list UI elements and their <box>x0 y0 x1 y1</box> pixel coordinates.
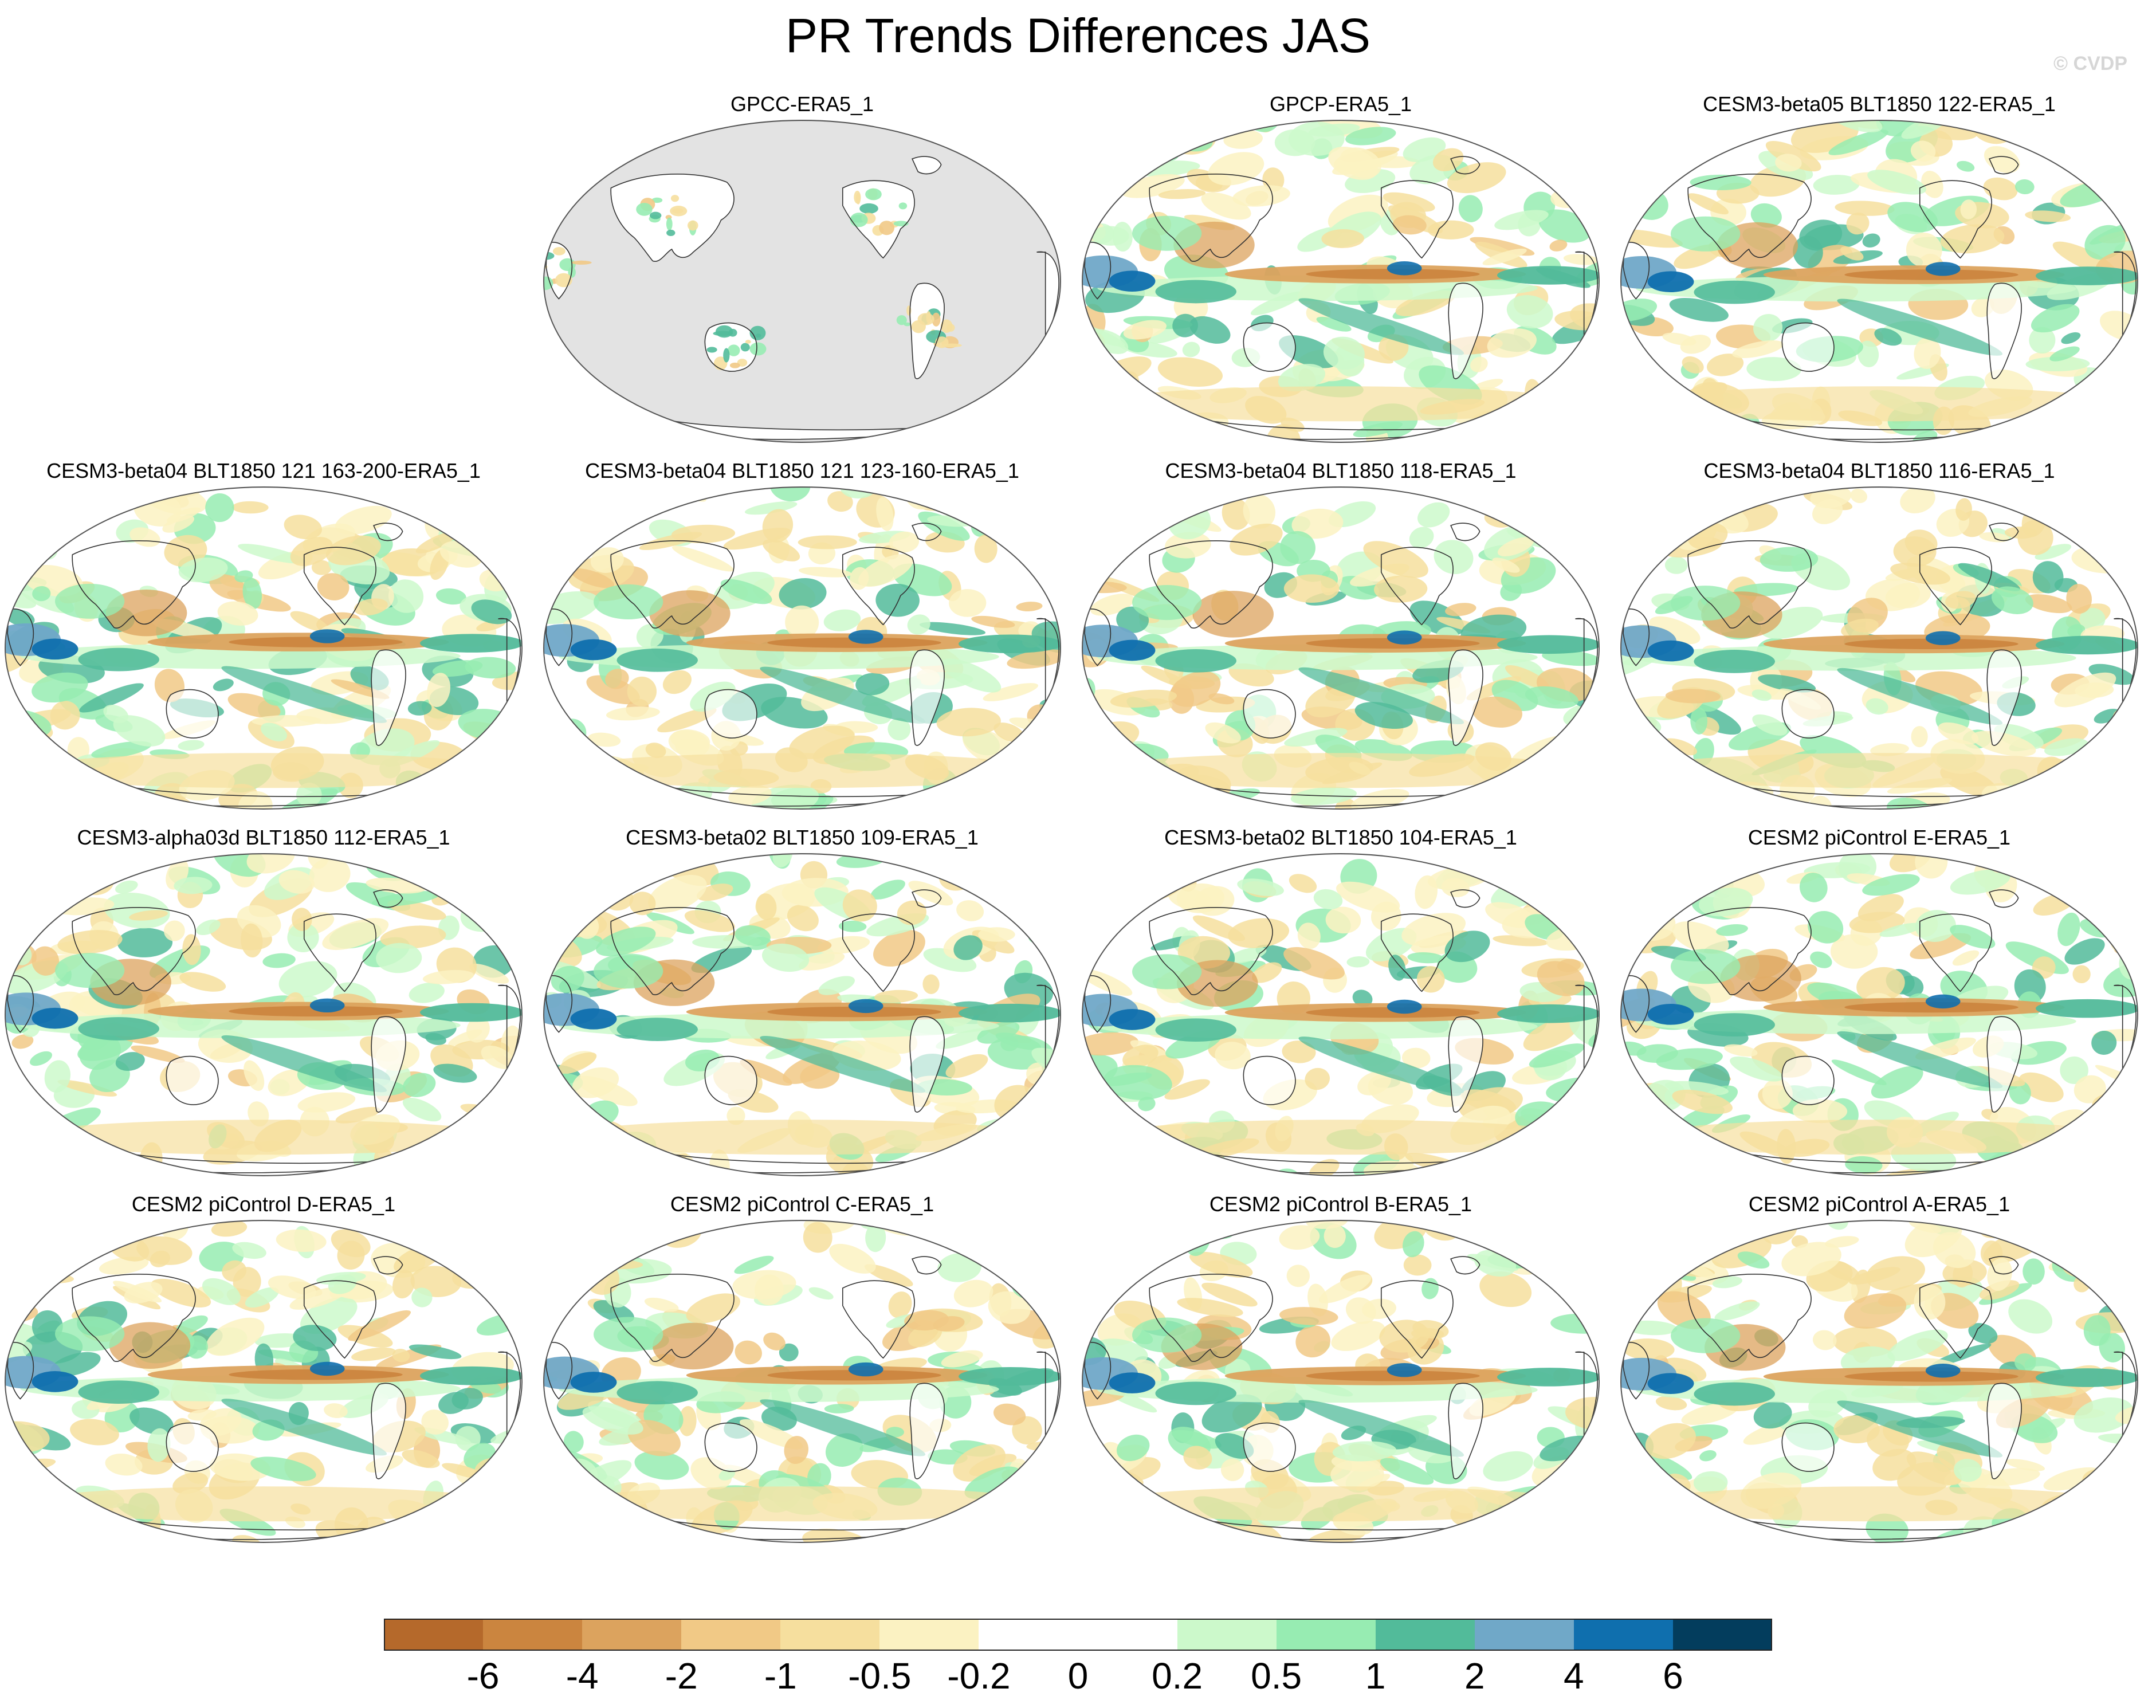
robinson-map <box>1082 120 1600 443</box>
robinson-map <box>1620 120 2138 443</box>
cvdp-credit: © CVDP <box>2053 53 2127 74</box>
figure-title: PR Trends Differences JAS <box>786 9 1370 62</box>
panel-title: CESM3-beta04 BLT1850 118-ERA5_1 <box>1165 459 1517 482</box>
colorbar-tick-label: 2 <box>1464 1655 1485 1697</box>
panel-title: CESM2 piControl A-ERA5_1 <box>1748 1192 2010 1216</box>
robinson-map <box>1620 486 2138 810</box>
map-panel: CESM3-beta04 BLT1850 121 163-200-ERA5_1 <box>0 458 527 814</box>
map-panel: CESM3-beta02 BLT1850 109-ERA5_1 <box>539 825 1066 1180</box>
robinson-map <box>543 486 1061 810</box>
colorbar-tick-label: 4 <box>1564 1655 1584 1697</box>
map-field <box>5 854 522 1176</box>
map-panel: CESM2 piControl D-ERA5_1 <box>0 1192 527 1547</box>
colorbar-box <box>1573 1619 1674 1651</box>
robinson-map <box>1082 486 1600 810</box>
map-field <box>1082 487 1599 809</box>
panel-title: CESM2 piControl D-ERA5_1 <box>131 1192 396 1216</box>
robinson-map <box>543 853 1061 1176</box>
map-panel: CESM3-beta04 BLT1850 118-ERA5_1 <box>1077 458 1604 814</box>
robinson-map <box>1620 853 2138 1176</box>
robinson-map <box>5 486 523 810</box>
colorbar-box <box>1078 1619 1178 1651</box>
panel-title: CESM3-beta04 BLT1850 121 163-200-ERA5_1 <box>46 459 481 482</box>
colorbar-tick-label: -6 <box>466 1655 500 1697</box>
panel-title: CESM2 piControl E-ERA5_1 <box>1747 826 2011 849</box>
map-panel: CESM2 piControl E-ERA5_1 <box>1616 825 2143 1180</box>
map-field <box>1082 1220 1599 1542</box>
colorbar-box <box>681 1619 781 1651</box>
robinson-map <box>543 120 1061 443</box>
colorbar-tick-label: -2 <box>665 1655 698 1697</box>
map-field <box>1082 854 1599 1176</box>
robinson-map <box>1082 1220 1600 1543</box>
colorbar-box <box>483 1619 583 1651</box>
map-panel: CESM2 piControl A-ERA5_1 <box>1616 1192 2143 1547</box>
colorbar-tick-label: 0.5 <box>1251 1655 1302 1697</box>
map-panel: CESM3-beta04 BLT1850 116-ERA5_1 <box>1616 458 2143 814</box>
colorbar <box>384 1619 1773 1651</box>
panel-title: GPCP-ERA5_1 <box>1269 92 1412 116</box>
panel-title: CESM3-beta02 BLT1850 109-ERA5_1 <box>626 826 979 849</box>
panel-title: GPCC-ERA5_1 <box>730 92 874 116</box>
colorbar-tick-label: 0 <box>1067 1655 1089 1697</box>
colorbar-box <box>1177 1619 1277 1651</box>
colorbar-tick-label: 0.2 <box>1152 1655 1203 1697</box>
map-field <box>5 1220 522 1542</box>
map-field <box>544 120 1061 442</box>
panel-title: CESM3-beta02 BLT1850 104-ERA5_1 <box>1164 826 1517 849</box>
colorbar-box <box>780 1619 880 1651</box>
robinson-map <box>1082 853 1600 1176</box>
colorbar-tick-label: 6 <box>1663 1655 1683 1697</box>
map-panel: CESM2 piControl B-ERA5_1 <box>1077 1192 1604 1547</box>
map-panel: CESM3-beta05 BLT1850 122-ERA5_1 <box>1616 92 2143 447</box>
panel-title: CESM3-beta04 BLT1850 121 123-160-ERA5_1 <box>585 459 1019 482</box>
colorbar-box <box>1474 1619 1574 1651</box>
panel-title: CESM3-beta05 BLT1850 122-ERA5_1 <box>1703 92 2056 116</box>
map-panel: CESM3-beta02 BLT1850 104-ERA5_1 <box>1077 825 1604 1180</box>
map-panel: CESM2 piControl C-ERA5_1 <box>539 1192 1066 1547</box>
panel-title: CESM3-alpha03d BLT1850 112-ERA5_1 <box>77 826 450 849</box>
colorbar-box <box>1276 1619 1376 1651</box>
robinson-map <box>5 1220 523 1543</box>
map-panel: GPCP-ERA5_1 <box>1077 92 1604 447</box>
colorbar-tick-label: -4 <box>565 1655 599 1697</box>
panel-title: CESM2 piControl C-ERA5_1 <box>670 1192 934 1216</box>
map-field <box>1621 854 2138 1176</box>
colorbar-box <box>582 1619 682 1651</box>
colorbar-tick-label: -1 <box>764 1655 797 1697</box>
map-panel: CESM3-beta04 BLT1850 121 123-160-ERA5_1 <box>539 458 1066 814</box>
colorbar-tick-label: 1 <box>1365 1655 1386 1697</box>
colorbar-tick-label: -0.5 <box>848 1655 912 1697</box>
robinson-map <box>5 853 523 1176</box>
map-panel: CESM3-alpha03d BLT1850 112-ERA5_1 <box>0 825 527 1180</box>
robinson-map <box>1620 1220 2138 1543</box>
colorbar-box <box>1672 1619 1773 1651</box>
panel-title: CESM2 piControl B-ERA5_1 <box>1209 1192 1472 1216</box>
colorbar-box <box>384 1619 484 1651</box>
map-field <box>5 487 522 809</box>
map-field <box>1621 120 2138 442</box>
colorbar-box <box>879 1619 979 1651</box>
colorbar-box <box>979 1619 1078 1651</box>
map-panel: GPCC-ERA5_1 <box>539 92 1066 447</box>
colorbar-box <box>1375 1619 1475 1651</box>
robinson-map <box>543 1220 1061 1543</box>
colorbar-tick-label: -0.2 <box>947 1655 1011 1697</box>
panel-title: CESM3-beta04 BLT1850 116-ERA5_1 <box>1703 459 2055 482</box>
